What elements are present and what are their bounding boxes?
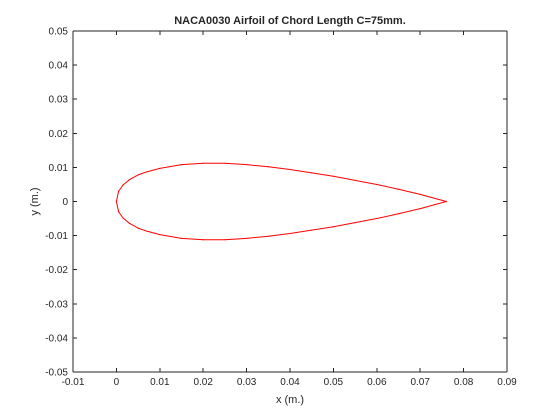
airfoil-point [180, 237, 183, 239]
airfoil-point [224, 162, 226, 164]
airfoil-point [224, 239, 226, 241]
airfoil-point [137, 227, 139, 229]
x-axis-ticks: -0.01 0 0.01 0.02 0.03 0.04 0.05 0.06 0.07 0.08 0.… [62, 31, 517, 388]
airfoil-point [159, 233, 161, 236]
plot-area [73, 31, 507, 372]
y-tick-label: 0 [62, 197, 68, 208]
chart-title: NACA0030 Airfoil of Chord Length C=75mm. [174, 15, 406, 27]
y-tick-label: 0.01 [49, 163, 69, 174]
airfoil-point [122, 184, 124, 186]
airfoil-point [128, 222, 131, 224]
x-tick-label: 0.02 [193, 377, 213, 388]
x-tick-label: 0.04 [280, 377, 300, 388]
airfoil-point [332, 226, 334, 228]
y-tick-label: 0.04 [49, 61, 69, 72]
airfoil-point [122, 217, 124, 219]
airfoil-point [128, 179, 131, 181]
airfoil-point [180, 164, 183, 166]
x-tick-label: 0.01 [150, 377, 170, 388]
y-axis-ticks: -0.05 -0.04 -0.03 -0.02 -0.01 0 0.01 0.02 0.03 0.… [45, 27, 507, 379]
airfoil-point [419, 208, 421, 210]
airfoil-point [445, 200, 447, 203]
x-tick-label: 0.03 [237, 377, 257, 388]
airfoil-point [332, 175, 334, 177]
y-tick-label: -0.01 [45, 231, 68, 242]
y-tick-label: -0.05 [45, 368, 68, 379]
airfoil-point [137, 174, 139, 176]
airfoil-point [246, 237, 248, 239]
airfoil-point [202, 239, 204, 241]
airfoil-point [397, 213, 400, 215]
x-axis-label: x (m.) [276, 394, 304, 406]
series-layer [115, 162, 447, 241]
y-tick-label: -0.02 [45, 265, 68, 276]
airfoil-point [267, 166, 269, 168]
airfoil-point [117, 190, 120, 192]
airfoil-point [202, 162, 204, 164]
y-tick-label: -0.03 [45, 299, 68, 310]
x-tick-label: -0.01 [62, 377, 85, 388]
airfoil-point [146, 230, 148, 232]
x-tick-label: 0.08 [454, 377, 474, 388]
x-tick-label: 0.06 [367, 377, 387, 388]
airfoil-point [289, 232, 291, 235]
airfoil-point [311, 229, 313, 231]
airfoil-point [146, 171, 148, 173]
airfoil-point [419, 193, 421, 195]
airfoil-point [354, 179, 356, 181]
airfoil-point [267, 235, 269, 237]
y-tick-label: 0.03 [49, 95, 69, 106]
x-tick-label: 0 [114, 377, 120, 388]
y-tick-label: 0.02 [49, 129, 69, 140]
x-tick-label: 0.05 [324, 377, 344, 388]
airfoil-point [354, 222, 356, 224]
airfoil-point [115, 200, 117, 203]
airfoil-point [159, 167, 161, 170]
airfoil-point [376, 217, 378, 220]
y-axis-label: y (m.) [29, 187, 41, 215]
airfoil-point [376, 183, 378, 186]
airfoil-point [246, 164, 248, 166]
airfoil-point [117, 211, 120, 213]
y-tick-label: -0.04 [45, 333, 68, 344]
airfoil-point [311, 172, 313, 174]
airfoil-point [397, 188, 400, 190]
y-tick-label: 0.05 [49, 27, 69, 38]
x-tick-label: 0.09 [497, 377, 517, 388]
x-tick-label: 0.07 [410, 377, 430, 388]
airfoil-point [289, 168, 291, 171]
